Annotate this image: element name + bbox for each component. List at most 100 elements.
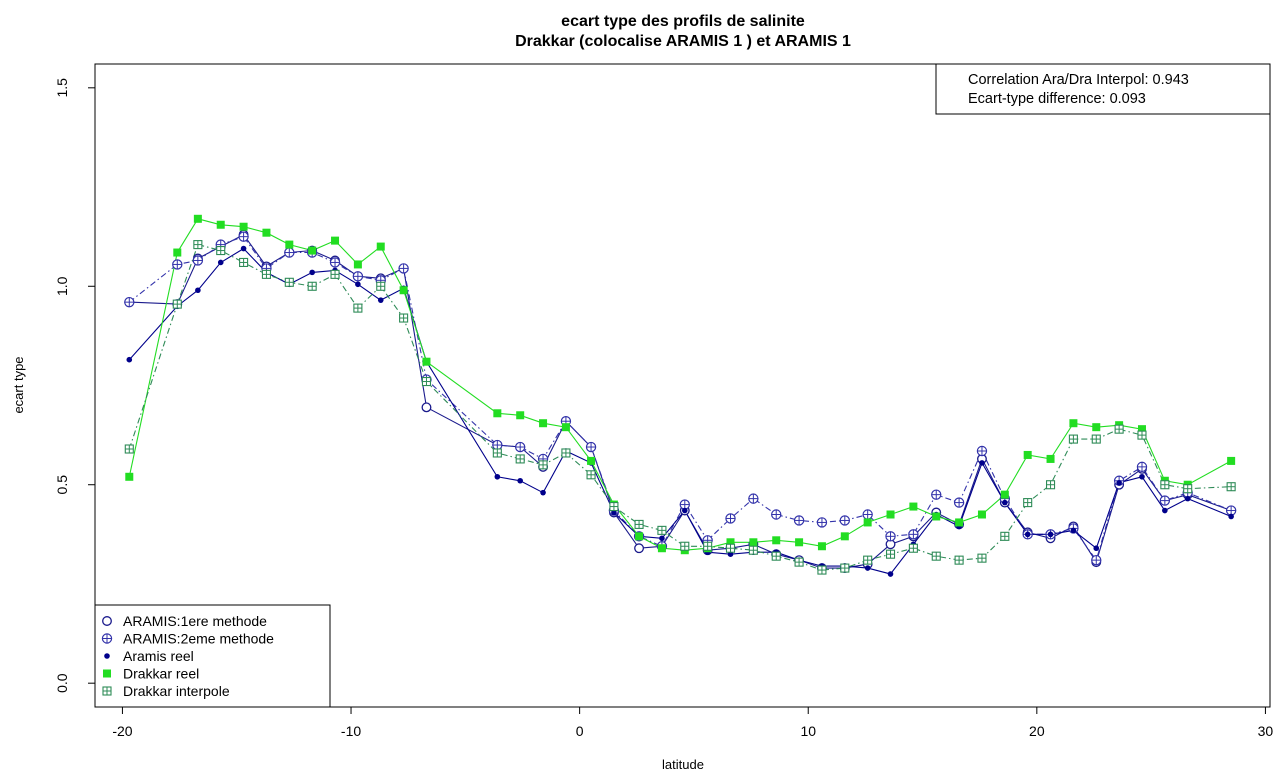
legend-frame <box>94 604 331 708</box>
legend-marker <box>102 686 112 696</box>
data-point <box>1092 423 1101 432</box>
data-point <box>240 245 247 252</box>
data-point <box>1024 531 1031 538</box>
data-point <box>330 269 340 279</box>
data-point <box>1047 531 1054 538</box>
data-point <box>398 263 409 274</box>
annotation-frame <box>935 63 1271 115</box>
data-point <box>1069 419 1078 428</box>
data-point <box>492 448 502 458</box>
data-point <box>1070 527 1077 534</box>
plot-area <box>94 63 1271 708</box>
y-tick-label: 0.5 <box>54 475 70 495</box>
data-point <box>587 456 596 465</box>
data-point <box>909 502 918 511</box>
data-point <box>353 303 363 313</box>
data-point <box>353 260 362 269</box>
data-point <box>376 281 386 291</box>
data-point <box>1184 495 1191 502</box>
data-point <box>659 535 665 542</box>
data-point <box>309 269 315 276</box>
y-axis-label: ecart type <box>11 356 26 413</box>
series-lines <box>128 218 1232 575</box>
data-point <box>657 525 667 535</box>
data-point <box>1139 473 1145 480</box>
data-point <box>885 531 896 542</box>
chart-subtitle: Drakkar (colocalise ARAMIS 1 ) et ARAMIS… <box>515 33 851 50</box>
data-point <box>284 277 294 287</box>
series-line-5 <box>128 243 1232 571</box>
data-point <box>1046 454 1055 463</box>
data-point <box>862 509 873 520</box>
data-point <box>931 551 941 561</box>
data-point <box>1091 434 1101 444</box>
legend-marker <box>102 616 112 626</box>
data-point <box>538 460 548 470</box>
data-point <box>772 536 781 545</box>
legend-label: Aramis reel <box>123 648 194 664</box>
y-tick-label: 1.5 <box>54 78 70 98</box>
data-point <box>421 376 432 387</box>
legend-marker <box>101 633 113 644</box>
series-line-1 <box>129 233 1232 569</box>
legend-label: ARAMIS:2eme methode <box>123 631 274 647</box>
data-point <box>795 538 804 547</box>
data-point <box>376 242 385 251</box>
data-point <box>726 538 735 547</box>
data-point <box>1160 480 1170 490</box>
data-point <box>331 236 340 245</box>
data-point <box>492 439 503 451</box>
data-point <box>238 231 249 242</box>
data-point <box>771 551 781 561</box>
data-point <box>216 245 226 256</box>
data-point <box>352 271 364 282</box>
data-point <box>863 555 873 565</box>
data-point <box>817 565 827 575</box>
data-point <box>681 507 688 514</box>
data-point <box>1023 498 1033 508</box>
data-point <box>399 313 409 323</box>
data-point <box>977 510 986 519</box>
legend-entry: ARAMIS:1ere methode <box>102 613 267 629</box>
data-point <box>679 499 690 510</box>
data-point <box>514 441 526 453</box>
data-point <box>377 297 384 303</box>
data-point <box>979 460 985 466</box>
data-point <box>1002 499 1008 506</box>
data-point <box>192 255 204 266</box>
data-point <box>840 563 850 573</box>
legend-marker <box>104 653 110 659</box>
data-point <box>261 269 271 279</box>
x-axis-label: latitude <box>662 757 704 772</box>
data-point <box>1228 513 1234 520</box>
data-point <box>1068 434 1078 444</box>
series-markers <box>124 214 1237 577</box>
data-point <box>657 544 666 553</box>
data-point <box>307 281 317 291</box>
data-point <box>1183 484 1193 494</box>
y-tick-label: 1.0 <box>54 276 70 296</box>
data-point <box>517 477 523 484</box>
data-point <box>1225 505 1237 516</box>
data-point <box>585 441 597 453</box>
data-point <box>609 502 619 512</box>
data-point <box>1137 430 1147 440</box>
data-point <box>977 553 987 563</box>
y-tick-label: 0.0 <box>54 673 70 693</box>
data-point <box>1000 490 1009 499</box>
data-point <box>493 409 502 418</box>
data-point <box>1114 424 1124 434</box>
data-point <box>863 518 872 527</box>
legend-entry: Drakkar reel <box>103 666 199 682</box>
data-point <box>124 296 135 308</box>
data-point <box>816 517 828 528</box>
legend-entry: ARAMIS:2eme methode <box>101 631 274 647</box>
legend-marker <box>103 669 111 678</box>
data-point <box>864 565 871 571</box>
data-point <box>355 281 361 288</box>
data-point <box>173 248 182 257</box>
data-point <box>1136 461 1148 473</box>
data-point <box>217 259 224 266</box>
series-line-4 <box>128 218 1232 551</box>
data-point <box>239 257 249 268</box>
